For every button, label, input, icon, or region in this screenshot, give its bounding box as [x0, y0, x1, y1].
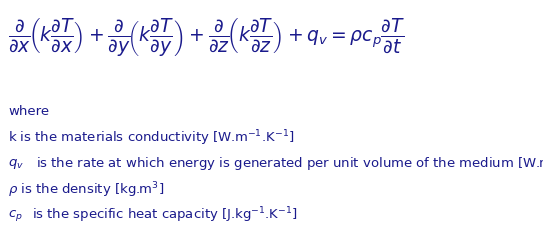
- Text: $c_p$: $c_p$: [8, 208, 23, 223]
- Text: $\rho$ is the density [kg.m$^{\mathregular{3}}$]: $\rho$ is the density [kg.m$^{\mathregul…: [8, 180, 165, 200]
- Text: $\dfrac{\partial}{\partial x}\!\left(k\dfrac{\partial T}{\partial x}\right) + \d: $\dfrac{\partial}{\partial x}\!\left(k\d…: [8, 16, 406, 58]
- Text: is the rate at which energy is generated per unit volume of the medium [W.m$^{\m: is the rate at which energy is generated…: [36, 154, 543, 174]
- Text: is the specific heat capacity [J.kg$^{\mathregular{-1}}$.K$^{\mathregular{-1}}$]: is the specific heat capacity [J.kg$^{\m…: [32, 206, 298, 225]
- Text: where: where: [8, 105, 49, 118]
- Text: $q_v$: $q_v$: [8, 157, 24, 171]
- Text: k is the materials conductivity [W.m$^{\mathregular{-1}}$.K$^{\mathregular{-1}}$: k is the materials conductivity [W.m$^{\…: [8, 129, 294, 148]
